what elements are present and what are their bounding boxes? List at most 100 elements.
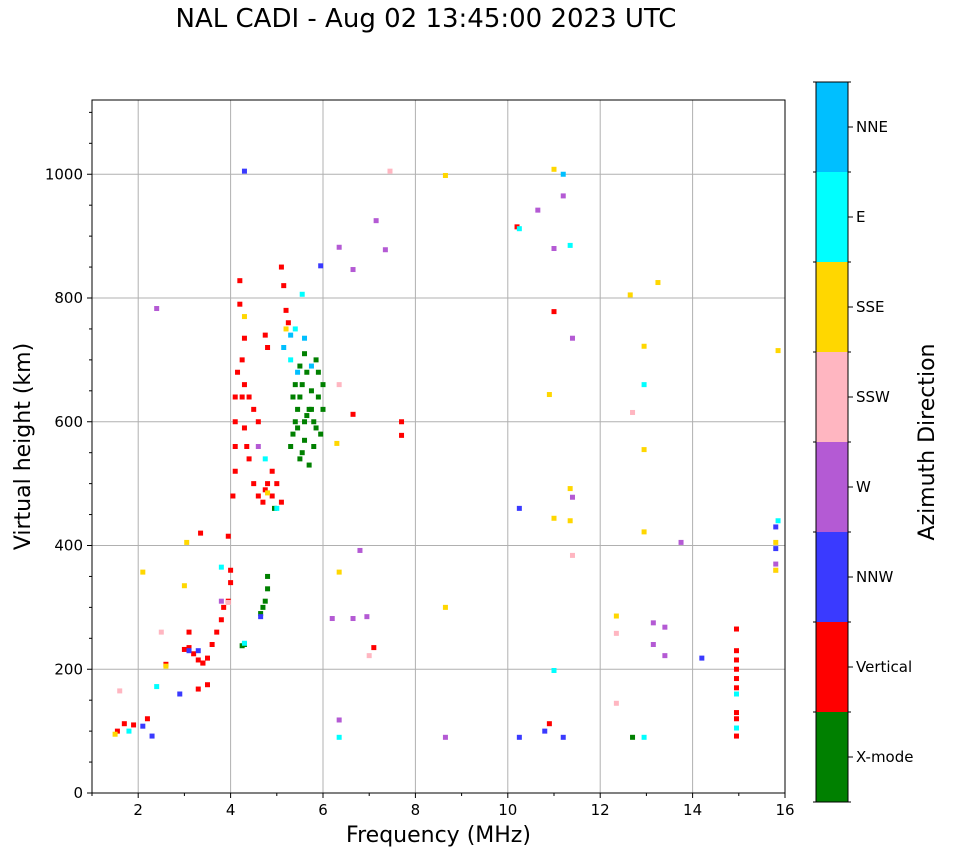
data-point	[302, 351, 308, 357]
data-point	[281, 345, 287, 350]
data-point	[773, 546, 779, 552]
data-point	[304, 369, 310, 375]
x-axis-label: Frequency (MHz)	[346, 823, 531, 848]
y-tick-label: 800	[54, 289, 83, 307]
colorbar-segment	[816, 172, 848, 262]
data-point	[733, 685, 739, 691]
data-point	[308, 363, 314, 369]
data-point	[126, 728, 132, 734]
data-point	[315, 394, 321, 400]
data-point	[299, 450, 305, 456]
plot-frame	[91, 99, 786, 794]
data-point	[200, 660, 206, 666]
data-point	[232, 419, 238, 425]
data-point	[285, 320, 291, 326]
data-point	[246, 394, 252, 400]
data-point	[244, 444, 250, 449]
data-point	[186, 629, 192, 635]
data-point	[246, 456, 252, 462]
data-point	[265, 481, 271, 487]
data-point	[442, 172, 448, 178]
data-point	[542, 728, 548, 734]
data-point	[733, 676, 739, 682]
data-point	[237, 301, 243, 307]
data-point	[112, 731, 118, 737]
data-point	[304, 413, 310, 419]
data-point	[117, 688, 123, 694]
data-point	[733, 733, 739, 739]
data-point	[569, 335, 575, 341]
data-point	[262, 598, 268, 604]
data-point	[329, 616, 335, 622]
x-tick-label: 2	[133, 801, 143, 819]
data-point	[302, 335, 308, 341]
data-point	[288, 444, 294, 449]
data-point	[154, 684, 160, 690]
data-point	[297, 394, 303, 400]
data-point	[195, 686, 201, 692]
data-point	[313, 357, 319, 363]
data-point	[567, 518, 573, 524]
data-point	[288, 357, 294, 363]
data-point	[292, 382, 298, 388]
data-point	[295, 425, 301, 431]
data-point	[650, 620, 656, 626]
data-point	[292, 326, 298, 332]
data-point	[313, 425, 319, 431]
data-point	[131, 722, 137, 728]
data-point	[198, 530, 204, 536]
data-point	[221, 604, 227, 610]
data-point	[241, 640, 247, 646]
data-point	[228, 580, 234, 586]
data-point	[258, 614, 264, 620]
y-axis-label: Virtual height (km)	[11, 343, 36, 550]
data-point	[366, 653, 372, 659]
data-point	[560, 171, 566, 177]
data-point	[181, 583, 187, 589]
data-point	[290, 431, 296, 437]
x-tick-label: 8	[411, 801, 421, 819]
data-point	[290, 394, 296, 400]
data-point	[255, 444, 261, 449]
data-point	[225, 533, 231, 539]
data-point	[308, 406, 314, 412]
data-point	[399, 419, 405, 425]
data-point	[283, 307, 289, 313]
data-point	[262, 456, 268, 462]
data-point	[265, 490, 271, 496]
data-point	[205, 682, 210, 688]
data-point	[297, 456, 303, 462]
data-point	[336, 569, 342, 575]
data-point	[733, 710, 739, 716]
data-point	[627, 292, 633, 298]
data-point	[320, 406, 326, 412]
data-point	[364, 614, 370, 620]
data-point	[288, 332, 294, 338]
data-point	[306, 462, 312, 468]
data-point	[251, 481, 257, 487]
data-point	[773, 539, 779, 545]
data-point	[237, 278, 243, 284]
x-tick-label: 10	[498, 801, 517, 819]
data-point	[241, 382, 247, 388]
data-point	[121, 721, 127, 727]
data-point	[191, 651, 197, 657]
data-point	[265, 345, 271, 350]
x-tick-label: 12	[591, 801, 610, 819]
data-point	[186, 645, 192, 651]
data-point	[214, 629, 220, 635]
data-point	[232, 444, 238, 449]
data-point	[262, 487, 268, 493]
data-point	[177, 691, 183, 697]
data-point	[163, 663, 169, 669]
data-point	[302, 437, 308, 443]
data-point	[546, 721, 552, 727]
data-point	[274, 481, 280, 487]
data-point	[516, 734, 522, 740]
data-point	[258, 611, 264, 617]
data-point	[251, 406, 257, 412]
colorbar-tick-label: SSE	[856, 298, 885, 316]
data-point	[733, 666, 739, 672]
colorbar-frame	[815, 81, 849, 803]
data-point	[733, 648, 739, 654]
